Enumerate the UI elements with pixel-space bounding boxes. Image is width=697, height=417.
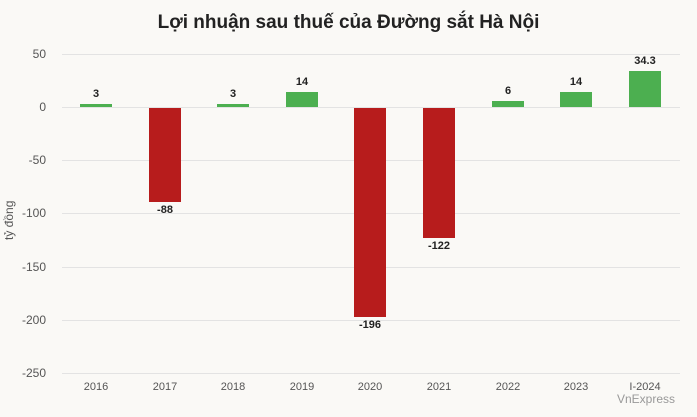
chart-title: Lợi nhuận sau thuế của Đường sắt Hà Nội [157, 12, 540, 33]
y-tick-label: 50 [32, 47, 46, 61]
gridline [62, 320, 680, 321]
bar-2018 [217, 104, 249, 107]
gridline [62, 373, 680, 374]
bar-I-2024 [629, 71, 661, 107]
x-tick-label: 2019 [289, 381, 315, 393]
x-tick-label: I-2024 [629, 381, 661, 393]
value-label: -122 [427, 240, 451, 252]
x-tick-label: 2017 [152, 381, 178, 393]
x-tick-label: 2021 [426, 381, 452, 393]
bar-2016 [80, 104, 112, 107]
bar-2020 [354, 108, 386, 317]
gridline [62, 54, 680, 55]
y-tick-label: -250 [21, 366, 46, 380]
bar-2017 [149, 108, 181, 202]
bar-2019 [286, 92, 318, 107]
y-tick-label: -100 [21, 206, 46, 220]
bar-2021 [423, 108, 455, 238]
x-tick-label: 2023 [563, 381, 589, 393]
y-tick-label: -50 [28, 153, 46, 167]
x-tick-label: 2022 [495, 381, 521, 393]
bar-2022 [492, 101, 524, 107]
x-tick-label: 2018 [220, 381, 246, 393]
value-label: 14 [569, 76, 583, 88]
y-tick-label: 0 [39, 100, 46, 114]
value-label: 34.3 [634, 55, 656, 67]
value-label: 3 [229, 88, 237, 100]
x-tick-label: 2016 [83, 381, 109, 393]
value-label: 3 [92, 88, 100, 100]
value-label: -196 [358, 319, 382, 331]
bar-2023 [560, 92, 592, 107]
value-label: -88 [157, 204, 173, 216]
value-label: 6 [504, 85, 512, 97]
value-label: 14 [295, 76, 309, 88]
y-tick-label: -200 [21, 313, 46, 327]
x-tick-label: 2020 [357, 381, 383, 393]
y-tick-label: -150 [21, 260, 46, 274]
source-credit: VnExpress [616, 392, 675, 406]
gridline [62, 107, 680, 108]
